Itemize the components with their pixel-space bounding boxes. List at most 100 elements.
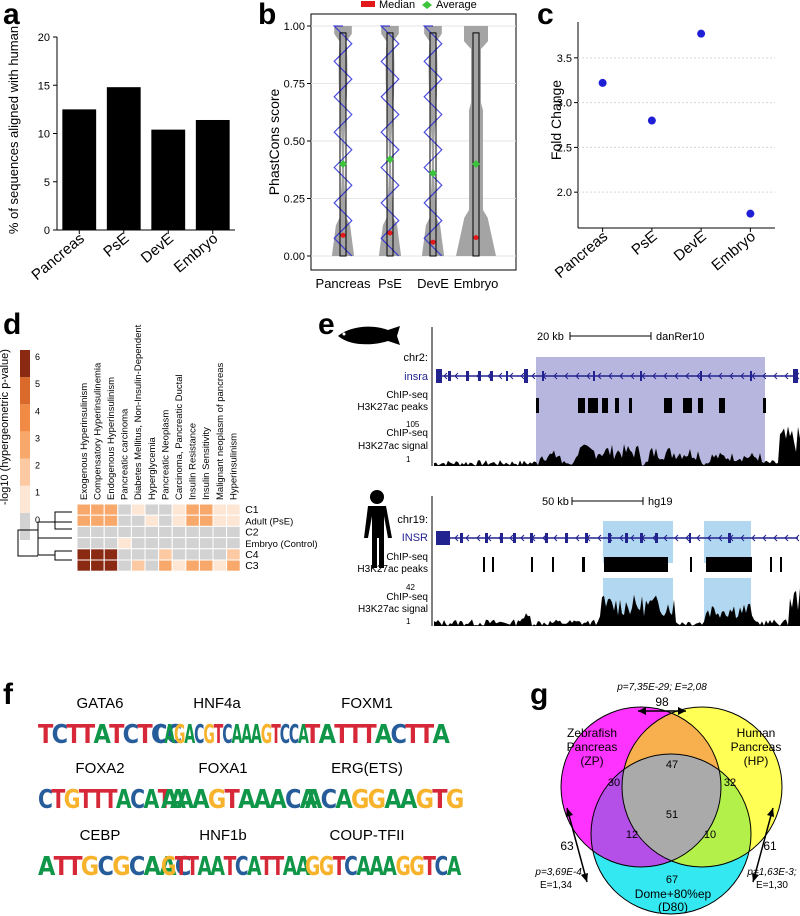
panel-a-bar	[62, 109, 97, 230]
peak	[763, 398, 766, 413]
panel-c-ylabel: Fold Change	[548, 80, 564, 160]
legend-average-label: Average	[436, 0, 477, 11]
strand-arrow	[652, 372, 657, 380]
strand-arrow	[454, 534, 459, 542]
motif-letter: T	[334, 720, 349, 750]
heatmap-legend-tick: 4	[35, 406, 40, 416]
human-scale-label: 50 kb	[542, 496, 569, 508]
motif-letter: A	[298, 720, 309, 750]
motif-letter: C	[155, 720, 165, 750]
motif-letter: A	[159, 852, 176, 882]
motif-letter: T	[174, 852, 188, 882]
exon	[793, 369, 798, 383]
motif-letter: A	[93, 720, 110, 750]
motif-letter: C	[344, 852, 358, 882]
motif-letter: A	[247, 852, 261, 882]
exon	[545, 533, 548, 543]
peak	[588, 398, 598, 413]
heatmap-legend-title: -log10 (hypergeometric p-value)	[0, 349, 11, 505]
strand-arrow	[663, 372, 668, 380]
panel-c-ytick-label: 3.0	[557, 98, 572, 110]
peak	[578, 398, 585, 413]
legend-average-swatch	[422, 1, 432, 9]
venn-zp-label-2: Pancreas	[567, 740, 618, 754]
fish-peaks-track	[536, 398, 766, 413]
heatmap-column-label: Compensatory Hyperinsulinemia	[92, 362, 103, 500]
venn-right-arrowheads	[752, 808, 774, 882]
panel-b-ylabel: PhastCons score	[266, 88, 282, 195]
motif-letter: A	[382, 852, 396, 882]
panel-a-bar	[151, 129, 186, 230]
human-chr-label: chr19:	[397, 514, 428, 526]
fish-signal-label-2: H3K27ac signal	[358, 441, 428, 452]
motif-letter: T	[66, 720, 81, 750]
fish-highlight-region	[536, 357, 765, 466]
exon	[608, 533, 611, 543]
panel-c-point	[697, 29, 706, 38]
exon	[565, 533, 568, 543]
motif-letter: G	[207, 785, 226, 815]
motif-logo: CAGACGTCAAAGTCCA	[155, 720, 309, 750]
human-peaks-label-1: ChIP-seq	[386, 552, 428, 563]
exon	[530, 533, 533, 543]
motif-letter: C	[97, 852, 113, 882]
motif-letter: A	[115, 785, 132, 815]
motif-letter: T	[109, 720, 124, 750]
panel-b-average-point	[472, 160, 480, 168]
strand-arrow	[784, 534, 789, 542]
panel-b-ytick-label: 0.75	[284, 79, 305, 91]
motif-letter: A	[295, 852, 310, 882]
motif-letter: C	[165, 720, 182, 750]
exon	[513, 533, 516, 543]
heatmap-column-label: Diabetes Mellitus, Non-Insulin-Dependent	[133, 324, 144, 500]
motif-letter: A	[374, 720, 392, 750]
motif-letter: G	[350, 785, 369, 815]
motif-letter: C	[128, 852, 145, 882]
panel-b-ytick-label: 0.00	[284, 251, 305, 263]
motif-letter: T	[432, 785, 447, 815]
heatmap-cell	[226, 559, 241, 572]
panel-b-ytick-label: 0.25	[284, 194, 305, 206]
venn-right-arrow	[752, 807, 774, 883]
panel-b-boxplot	[339, 32, 347, 257]
strand-arrow	[674, 372, 679, 380]
fish-gene-label: insra	[404, 371, 429, 383]
panel-c-ytick-label: 3.5	[557, 53, 572, 65]
fish-peaks-label-2: H3K27ac peaks	[357, 402, 428, 413]
motif-name: FOXA1	[198, 760, 248, 777]
motif-letter: A	[253, 785, 271, 815]
strand-arrow	[685, 372, 690, 380]
zebrafish-icon	[338, 326, 400, 345]
motif-letter: A	[241, 720, 252, 750]
venn-d80-outline	[590, 753, 752, 915]
panel-label-g: g	[530, 678, 549, 711]
strand-arrow	[784, 372, 789, 380]
motif-letter: A	[282, 852, 297, 882]
panel-a-ytick-label: 20	[38, 32, 50, 44]
heatmap-legend-swatch	[20, 485, 30, 513]
strand-arrow	[663, 534, 668, 542]
motif-letter: A	[251, 720, 262, 750]
exon	[585, 533, 588, 543]
motif-letter: C	[222, 720, 232, 750]
exon	[625, 533, 628, 543]
motif-letter: G	[63, 785, 81, 815]
venn-left-arrowheads	[566, 808, 588, 882]
strand-arrow	[443, 372, 448, 380]
exon	[524, 369, 528, 383]
heatmap-column-label: Pancreatic Neoplasm	[160, 410, 171, 500]
motif-letter: G	[318, 852, 334, 882]
motif-letter: A	[269, 785, 286, 815]
human-silhouette-icon	[364, 490, 392, 568]
motif-letter: T	[213, 720, 224, 750]
motif-letter: T	[224, 785, 240, 815]
motif-name: FOXA2	[75, 760, 125, 777]
human-signal-min: 1	[406, 617, 411, 626]
panel-c-ytick-label: 2.5	[557, 142, 572, 154]
strand-arrow	[476, 534, 481, 542]
motif-letter: C	[51, 720, 68, 750]
panel-b-xtick-label: PsE	[378, 276, 402, 291]
venn-hp-outline	[621, 706, 783, 868]
venn-count-hp: 32	[724, 777, 736, 789]
